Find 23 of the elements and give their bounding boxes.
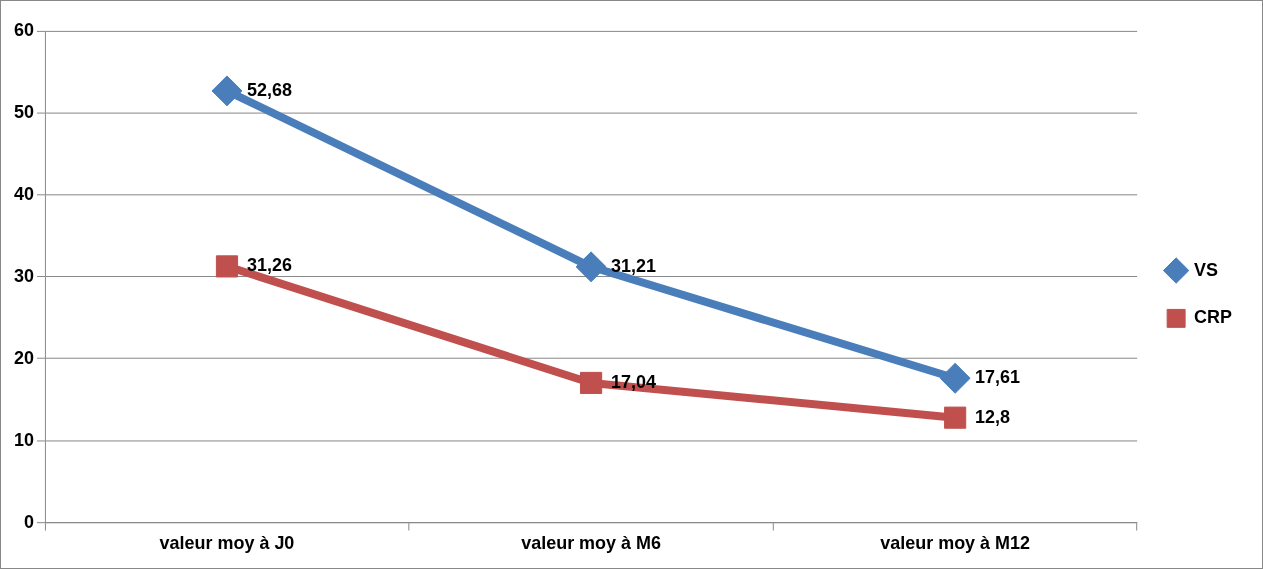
data-label: 52,68 xyxy=(246,79,292,100)
data-label: 12,8 xyxy=(975,406,1011,427)
y-tick-label: 20 xyxy=(14,347,34,368)
point xyxy=(944,406,967,429)
y-tick-label: 50 xyxy=(14,101,34,122)
y-tick-label: 0 xyxy=(23,511,34,532)
y-tick-label: 10 xyxy=(14,429,34,450)
data-label: 31,21 xyxy=(611,255,656,276)
x-tick-label: valeur moy à M12 xyxy=(880,533,1031,554)
point xyxy=(575,251,607,283)
legend-label: CRP xyxy=(1194,307,1233,328)
x-tick-label: valeur moy à J0 xyxy=(159,533,295,554)
legend-label: VS xyxy=(1194,259,1219,280)
point xyxy=(215,255,239,278)
data-label: 31,26 xyxy=(246,255,292,276)
point xyxy=(939,362,971,394)
point xyxy=(579,371,603,394)
data-label: 17,61 xyxy=(975,367,1021,388)
x-tick-label: valeur moy à M6 xyxy=(521,533,661,554)
y-tick-label: 30 xyxy=(14,265,34,286)
y-tick-label: 60 xyxy=(14,19,34,40)
y-tick-label: 40 xyxy=(14,183,34,204)
point xyxy=(211,75,243,107)
